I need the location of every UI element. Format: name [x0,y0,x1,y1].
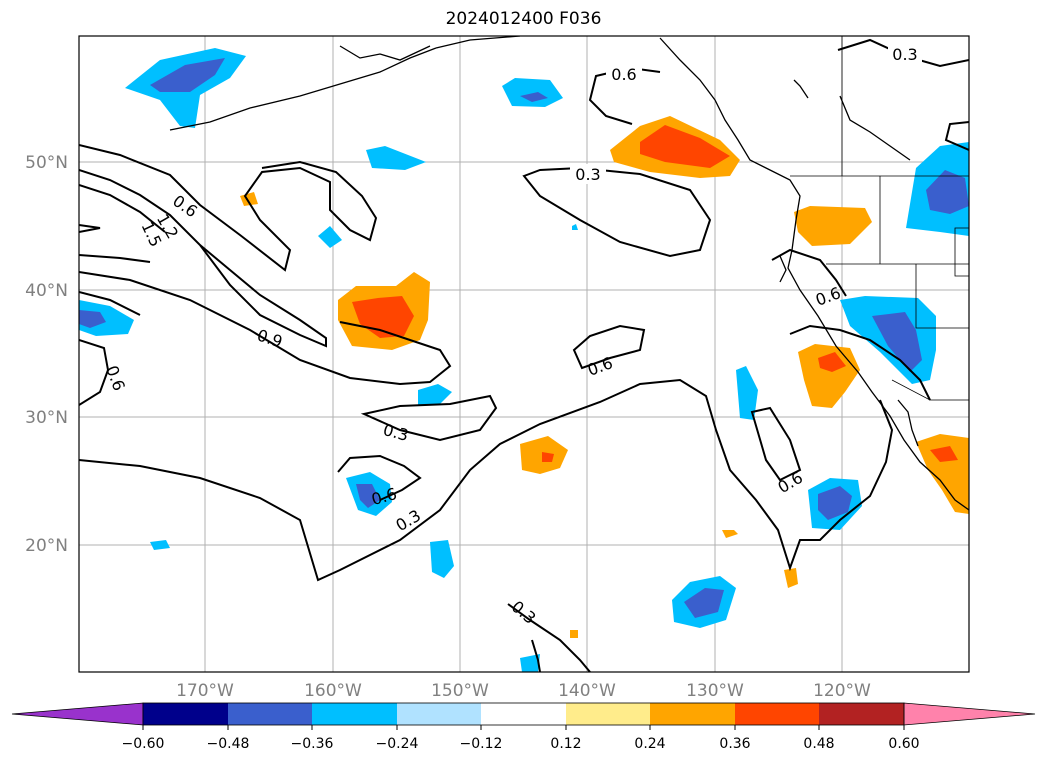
colorbar-tick-label: 0.24 [634,736,665,752]
colorbar-tick-label: 0.48 [803,736,834,752]
colorbar-segment [312,703,397,725]
colorbar-segment [735,703,819,725]
colorbar-segment [143,703,228,725]
lat-label: 30°N [25,408,68,428]
contour-label: 0.6 [813,283,843,310]
colorbar-tick-label: −0.60 [122,736,165,752]
coastlines [169,36,969,511]
colorbar-segment [11,702,144,726]
colorbar-tick-label: 0.60 [888,736,919,752]
lon-label: 130°W [686,681,744,701]
negative-anomaly-areas [79,48,969,672]
colorbar-tick-label: 0.12 [550,736,581,752]
contour-label: 0.3 [381,420,411,445]
lat-label: 20°N [25,536,68,556]
colorbar-tick-label: −0.12 [460,736,503,752]
colorbar: −0.60 −0.48 −0.36 −0.24 −0.12 0.12 0.24 … [11,702,1036,752]
colorbar-segment [481,703,566,725]
lat-label: 50°N [25,153,68,173]
colorbar-segment [903,702,1036,726]
colorbar-tick-label: −0.24 [376,736,419,752]
contour-label: 0.3 [575,165,600,184]
map-title: 2024012400 F036 [445,9,602,29]
map-frame [78,35,970,673]
contour-label: 0.6 [611,65,636,84]
longitude-labels: 170°W 160°W 150°W 140°W 130°W 120°W [176,681,871,701]
lon-label: 170°W [176,681,234,701]
contour-label: 0.6 [774,468,806,497]
colorbar-tick-label: 0.36 [719,736,750,752]
contour-label: 0.3 [392,506,424,535]
colorbar-segment [566,703,650,725]
colorbar-segment [228,703,312,725]
latitude-labels: 50°N 40°N 30°N 20°N [25,153,68,556]
contour-label: 0.6 [102,363,129,393]
colorbar-tick-label: −0.36 [291,736,334,752]
lon-label: 150°W [431,681,489,701]
lon-label: 160°W [304,681,362,701]
colorbar-tick-label: −0.48 [207,736,250,752]
positive-anomaly-areas [240,116,969,638]
lon-label: 120°W [813,681,871,701]
lat-label: 40°N [25,281,68,301]
lon-label: 140°W [558,681,616,701]
colorbar-segment [819,703,904,725]
map-area: 0.3 0.6 0.3 0.6 1.2 1.5 0.9 0.6 0.6 0.6 … [79,36,969,672]
colorbar-segment [397,703,481,725]
contour-label: 0.3 [892,45,917,64]
colorbar-segment [650,703,735,725]
contour-lines [79,38,969,672]
gridlines [79,36,969,672]
